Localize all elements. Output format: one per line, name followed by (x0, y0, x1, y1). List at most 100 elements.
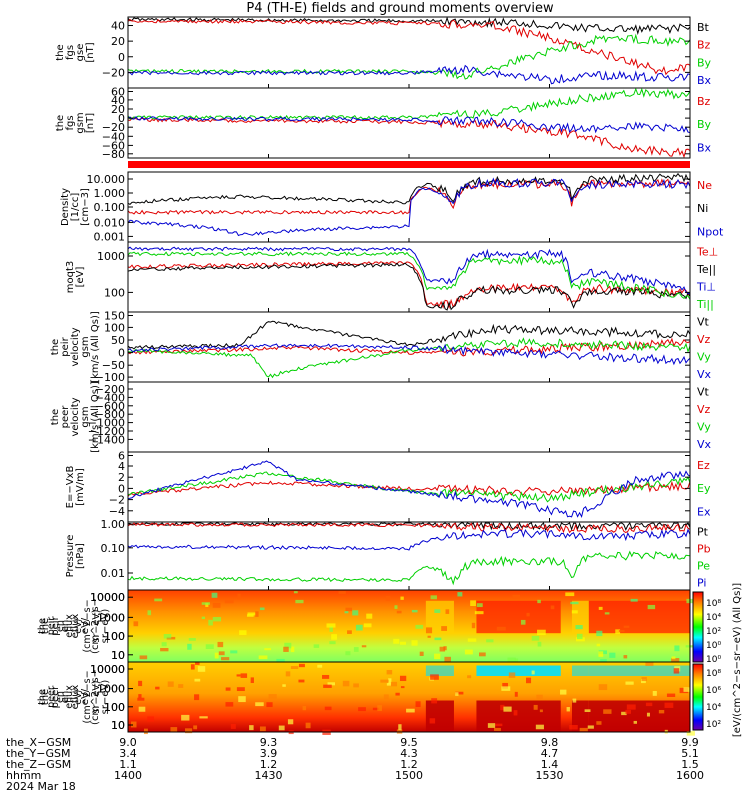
y-tick-label: −20 (102, 66, 125, 79)
spectrogram-cell (193, 725, 198, 730)
trace-peir_vel-Vy (127, 337, 691, 379)
legend-Vz: Vz (697, 403, 711, 416)
spectrogram-cell (285, 671, 291, 677)
y-axis-label: the (55, 44, 66, 60)
spectrogram-cell (686, 598, 695, 604)
y-tick-label: 100 (104, 630, 125, 643)
y-tick-label: −1200 (88, 425, 125, 438)
trace-pressure-Pt (127, 521, 691, 532)
colorbar-bottom (692, 663, 704, 731)
y-tick-label: 1.00 (101, 518, 126, 531)
y-tick-label: −60 (102, 139, 125, 152)
panel-fgs_gse: 40 20 0 −20 the fgs gse [nT] Bt Bz By Bx (55, 16, 712, 89)
ephem-value: 1.2 (400, 758, 418, 771)
spectrogram-cell (323, 684, 332, 688)
trace-fgs_gse-Bt (127, 16, 691, 36)
y-tick-label: 100 (104, 701, 125, 714)
y-axis-label: sr−eV) (100, 680, 111, 715)
spectrogram-cell (443, 646, 447, 651)
spectrogram-cell (302, 706, 307, 711)
y-tick-label: 100 (104, 286, 125, 299)
y-axis-label: gsm (80, 336, 91, 357)
spectrogram-cell (479, 652, 486, 657)
panel-pressure: 1.00 0.10 0.01 Pressure [nPa] Pt Pb Pe Pi (65, 518, 711, 591)
ephem-value: 1400 (114, 769, 142, 782)
spectrogram-cell (284, 642, 292, 649)
trace-efield-Ey (127, 471, 691, 503)
y-axis-label: sr−eV) (91, 681, 102, 714)
spectrogram-cell (185, 728, 193, 734)
spectrogram-cell (576, 637, 585, 642)
y-tick-label: 6 (118, 450, 125, 463)
y-axis-label: peir (50, 615, 61, 635)
ephem-value: 4.7 (541, 747, 559, 760)
spectrogram-band (571, 665, 589, 676)
spectrogram-cell (139, 655, 148, 660)
y-axis-label: peir (60, 336, 71, 356)
spectrogram-cell (441, 626, 448, 631)
spectrogram-cell (380, 679, 389, 683)
spectrogram-cell (258, 655, 268, 660)
spectrogram-cell (163, 633, 172, 639)
spectrogram-cell (372, 707, 380, 711)
y-axis-label: [km/s (All Qs)] (90, 381, 101, 453)
spectrogram-cell (212, 617, 222, 622)
spectrogram-cell (419, 651, 424, 656)
colorbar-tick: 10⁴ (706, 703, 721, 713)
spectrogram-cell (212, 602, 221, 608)
spectrogram-cell (238, 696, 246, 703)
trace-peir_vel-Vz (127, 337, 691, 357)
ephem-value: 1530 (536, 769, 564, 782)
y-tick-label: 2 (118, 471, 125, 484)
spectrogram-cell (579, 727, 588, 732)
y-axis-label: the (40, 689, 51, 705)
y-axis-label: [1/cc] (70, 193, 81, 222)
spectrogram-cell (587, 725, 594, 729)
spectrogram-cell (305, 722, 311, 729)
spectrogram-cell (598, 651, 604, 657)
spectrogram-cell (194, 678, 201, 682)
legend-Ne: Ne (697, 179, 712, 192)
spectrogram-cell (537, 641, 542, 647)
spectrogram-peir_spec: 10000100010010thepeirenefluxeV/(cm^2−s−s… (37, 589, 695, 665)
spectrogram-cell (507, 657, 516, 663)
ephem-row-label: 2024 Mar 18 (6, 780, 76, 793)
spectrogram-cell (596, 721, 602, 725)
spectrogram-cell (298, 679, 305, 683)
spectrogram-cell (266, 702, 273, 708)
y-tick-label: 1000 (97, 250, 125, 263)
spectrogram-cell (609, 652, 616, 658)
spectrogram-cell (327, 682, 335, 686)
spectrogram-cell (298, 663, 305, 668)
spectrogram-cell (205, 644, 214, 649)
y-tick-label: −600 (95, 400, 125, 413)
spectrogram-cell (283, 646, 289, 652)
ephem-value: 1430 (255, 769, 283, 782)
spectrogram-cell (686, 731, 695, 736)
spectrogram-cell (147, 716, 155, 722)
spectrogram-cell (486, 639, 494, 643)
spectrogram-cell (322, 674, 330, 679)
panel-peer_vel: −200−400−600−800−1000−1200−1400 the peer ve… (50, 381, 712, 453)
figure-title: P4 (TH-E) fields and ground moments over… (246, 1, 554, 16)
spectrogram-cell (565, 592, 575, 597)
spectrogram-cell (393, 638, 400, 644)
ephem-row-label: the_Y−GSM (6, 747, 71, 760)
y-axis-label: [km/s (All Qs)] (90, 311, 101, 383)
spectrogram-cell (674, 645, 680, 652)
spectrogram-cell (604, 612, 610, 615)
legend-By: By (697, 56, 712, 69)
spectrogram-cell (537, 629, 546, 636)
y-axis-label: [nT] (85, 42, 96, 62)
spectrogram-cell (569, 724, 578, 730)
legend-Npot: Npot (697, 226, 724, 239)
y-axis-label: the (55, 115, 66, 131)
spectrogram-cell (598, 684, 608, 691)
spectrogram-cell (666, 693, 676, 697)
spectrogram-cell (537, 599, 541, 604)
spectrogram-band (588, 700, 690, 732)
spectrogram-cell (208, 619, 213, 626)
spectrogram-cell (434, 637, 442, 641)
ephem-value: 1500 (395, 769, 423, 782)
colorbar-tick: 10² (706, 720, 721, 730)
